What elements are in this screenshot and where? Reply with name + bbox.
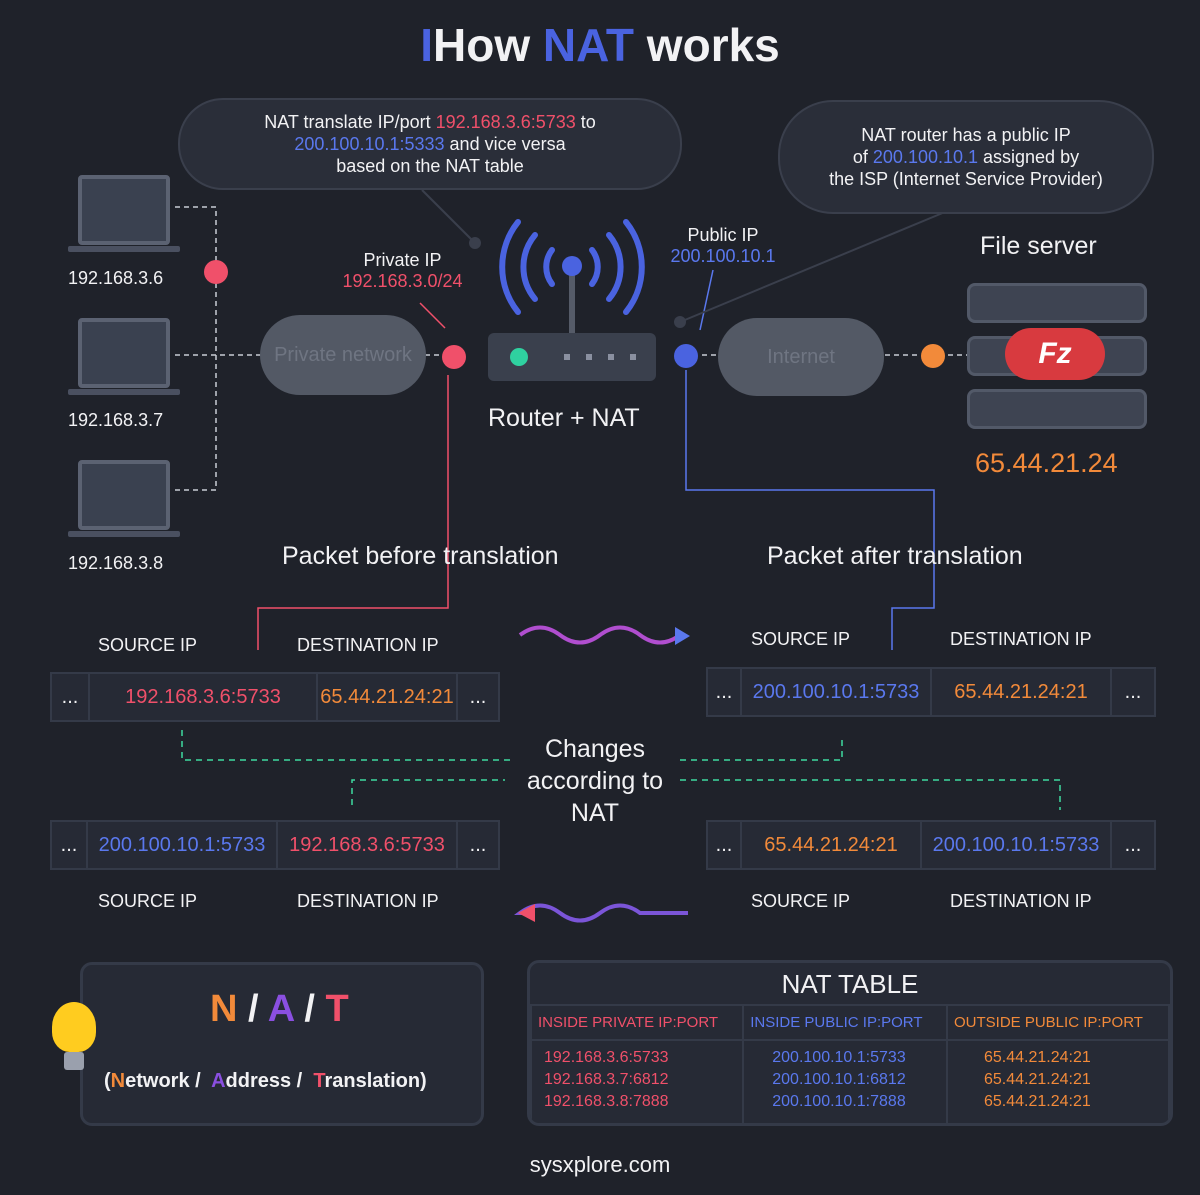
host-ip: 192.168.3.8	[68, 553, 164, 573]
router-label: Router + NAT	[488, 404, 640, 432]
host-ip: 192.168.3.6	[68, 268, 164, 288]
server-icon	[967, 389, 1147, 429]
nat-table-title: NAT TABLE	[781, 969, 919, 999]
laptop-icon	[78, 175, 170, 245]
before-translation-label: Packet before translation	[282, 542, 559, 570]
after-translation-label: Packet after translation	[767, 542, 1023, 570]
private-ip-label: Private IP 192.168.3.0/24	[342, 250, 463, 291]
switch-dot	[204, 260, 228, 284]
packet-before-inbound: ... 200.100.10.1:5733 192.168.3.6:5733...	[50, 820, 500, 870]
server-icon	[967, 283, 1147, 323]
nat-table-header: OUTSIDE PUBLIC IP:PORT	[946, 1004, 1170, 1041]
packet-before-outbound: ... 192.168.3.6:5733 65.44.21.24:21...	[50, 672, 500, 722]
outbound-wave-arrow	[518, 625, 685, 645]
nat-table-header: INSIDE PUBLIC IP:PORT	[742, 1004, 948, 1041]
private-interface-dot	[442, 345, 466, 369]
internet-cloud: Internet	[718, 318, 884, 396]
laptop-icon	[78, 318, 170, 388]
host-link-line	[175, 206, 217, 491]
nat-table: NAT TABLE INSIDE PRIVATE IP:PORT INSIDE …	[527, 960, 1173, 1126]
nat-translate-bubble: NAT translate IP/port 192.168.3.6:5733 t…	[178, 98, 682, 190]
filezilla-logo-icon: Fz	[1005, 328, 1105, 380]
column-header: DESTINATION IP	[297, 635, 439, 655]
footer-site: sysxplore.com	[529, 1152, 671, 1177]
column-header: DESTINATION IP	[950, 629, 1092, 649]
public-ip-label: Public IP 200.100.10.1	[670, 225, 776, 266]
column-header: SOURCE IP	[98, 635, 198, 655]
nat-table-header: INSIDE PRIVATE IP:PORT	[530, 1004, 745, 1041]
nat-acronym-panel	[80, 962, 484, 1126]
public-ip-bubble: NAT router has a public IP of 200.100.10.…	[778, 100, 1154, 214]
table-row: 192.168.3.8:7888 200.100.10.1:7888 65.44.2…	[530, 1091, 1170, 1123]
after-path	[685, 370, 935, 650]
public-interface-dot	[674, 344, 698, 368]
table-row: 192.168.3.6:5733 200.100.10.1:5733 65.44.2…	[530, 1040, 1170, 1069]
column-header: SOURCE IP	[751, 629, 851, 649]
private-network-cloud: Private network	[260, 315, 426, 395]
router-icon	[488, 333, 656, 381]
host-ip: 192.168.3.7	[68, 410, 164, 430]
lightbulb-icon	[42, 992, 106, 1078]
nat-expansion: (Network / Address / Translation)	[104, 1070, 427, 1092]
column-header: DESTINATION IP	[950, 891, 1092, 911]
packet-after-inbound: ... 65.44.21.24:21 200.100.10.1:5733...	[706, 820, 1156, 870]
wifi-icon	[499, 219, 645, 315]
table-row: 192.168.3.7:6812 200.100.10.1:6812 65.44.2…	[530, 1069, 1170, 1091]
column-header: DESTINATION IP	[297, 891, 439, 911]
inbound-wave-arrow	[513, 903, 688, 923]
column-header: SOURCE IP	[751, 891, 851, 911]
laptop-icon	[78, 460, 170, 530]
changes-arrows	[181, 730, 1061, 810]
changes-label: Changes according to NAT	[526, 735, 664, 827]
page-title: IHow NAT works	[420, 19, 780, 71]
packet-after-outbound: ... 200.100.10.1:5733 65.44.21.24:21...	[706, 667, 1156, 717]
file-server-ip: 65.44.21.24	[975, 448, 1118, 478]
server-dot	[921, 344, 945, 368]
nat-acronym: N / A / T	[210, 988, 349, 1030]
before-path	[257, 375, 449, 650]
file-server-label: File server	[980, 232, 1097, 260]
column-header: SOURCE IP	[98, 891, 198, 911]
